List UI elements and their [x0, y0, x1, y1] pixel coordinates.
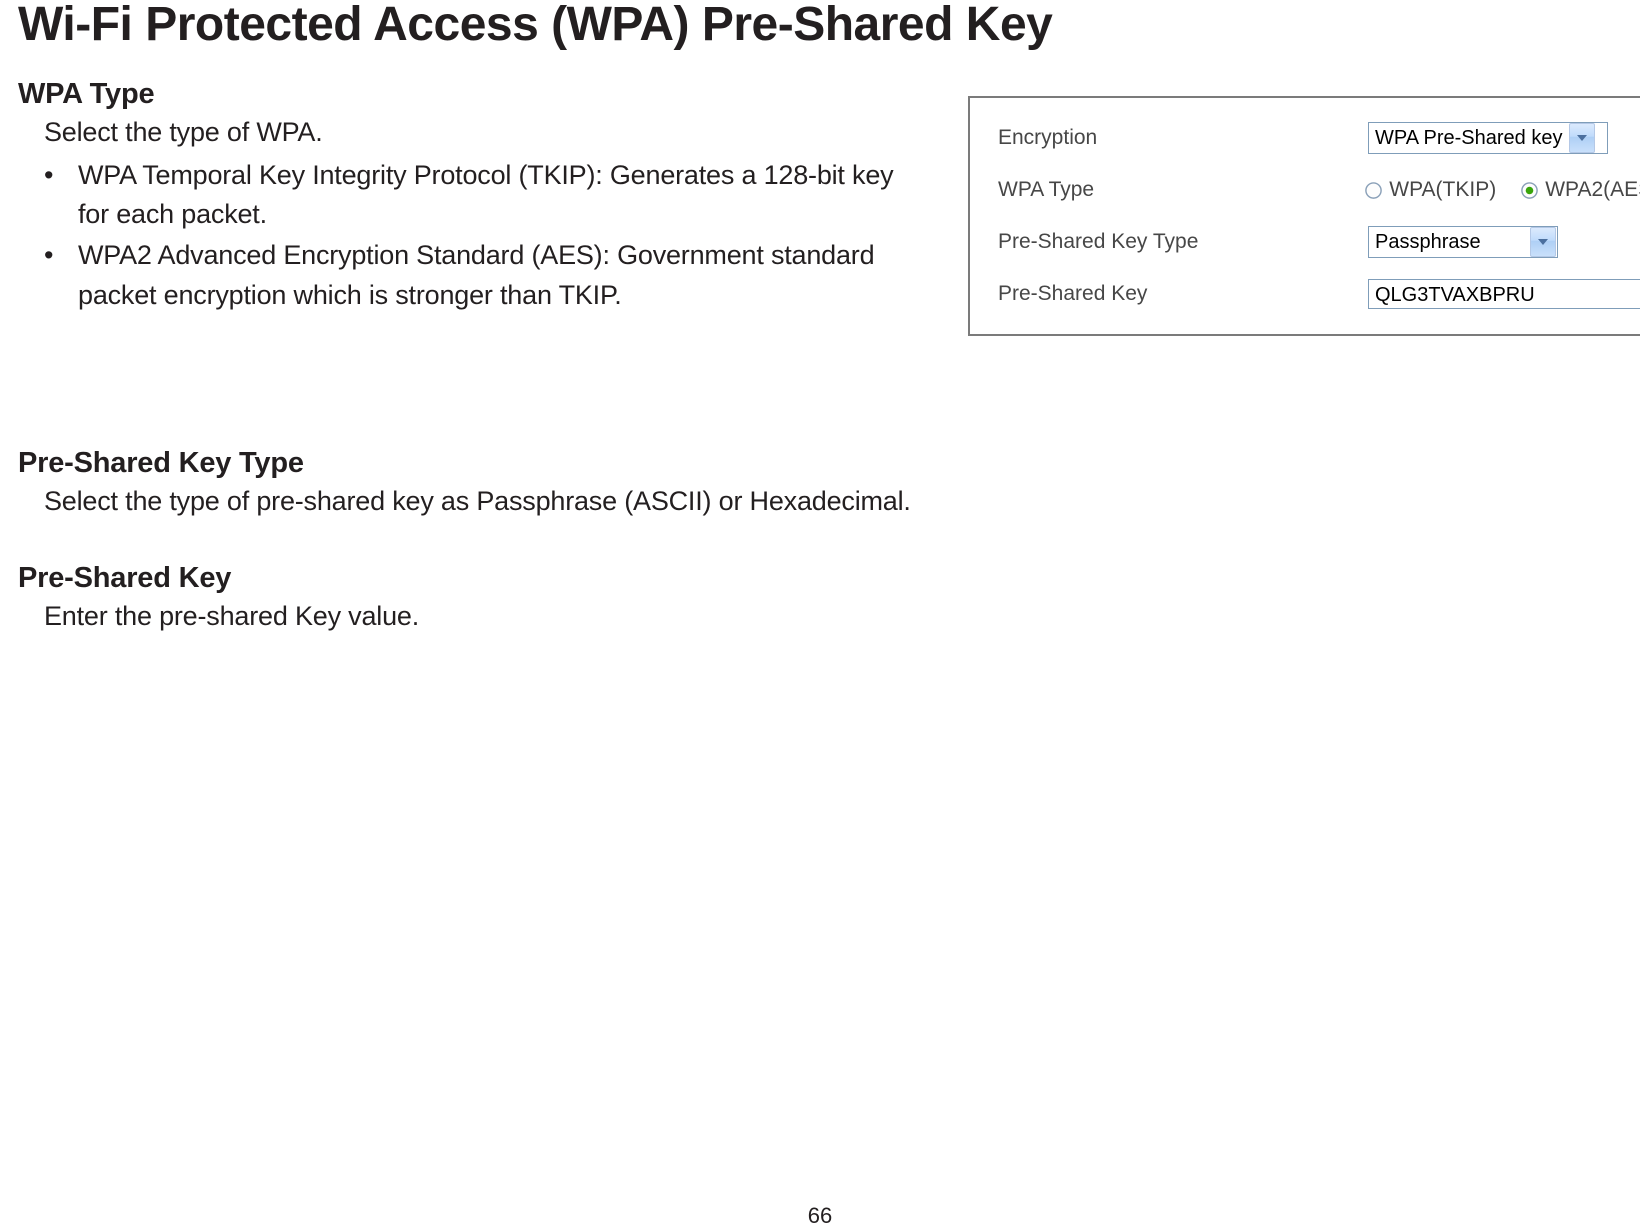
chevron-down-icon — [1569, 123, 1595, 153]
heading-psk: Pre-Shared Key — [18, 562, 1578, 595]
radio-label: WPA2(AES) — [1545, 178, 1640, 202]
radio-group-wpa-type: WPA(TKIP) WPA2(AES) WPA2 Mixed — [1364, 178, 1640, 202]
radio-wpa2-aes[interactable]: WPA2(AES) — [1520, 178, 1640, 202]
row-psk-type: Pre-Shared Key Type Passphrase — [970, 216, 1640, 268]
wpa-type-bullet-tkip: WPA Temporal Key Integrity Protocol (TKI… — [44, 156, 898, 234]
psk-type-body: Select the type of pre-shared key as Pas… — [18, 482, 1578, 521]
settings-panel: Encryption WPA Pre-Shared key WPA Type — [968, 96, 1640, 336]
input-psk[interactable]: QLG3TVAXBPRU — [1368, 279, 1640, 309]
radio-icon — [1520, 181, 1539, 200]
row-wpa-type: WPA Type WPA(TKIP) WPA2(AES) — [970, 164, 1640, 216]
wpa-type-intro: Select the type of WPA. — [18, 113, 898, 152]
heading-psk-type: Pre-Shared Key Type — [18, 447, 1578, 480]
page-title: Wi-Fi Protected Access (WPA) Pre-Shared … — [0, 0, 1640, 50]
chevron-down-icon — [1530, 227, 1556, 257]
heading-wpa-type: WPA Type — [18, 78, 898, 111]
select-psk-type-value: Passphrase — [1375, 231, 1529, 254]
radio-wpa-tkip[interactable]: WPA(TKIP) — [1364, 178, 1496, 202]
wpa-type-bullet-aes: WPA2 Advanced Encryption Standard (AES):… — [44, 236, 898, 314]
label-psk: Pre-Shared Key — [970, 282, 1368, 306]
radio-label: WPA(TKIP) — [1389, 178, 1496, 202]
psk-body: Enter the pre-shared Key value. — [18, 597, 1578, 636]
label-psk-type: Pre-Shared Key Type — [970, 230, 1368, 254]
label-wpa-type: WPA Type — [970, 178, 1364, 202]
label-encryption: Encryption — [970, 126, 1368, 150]
select-encryption-value: WPA Pre-Shared key — [1375, 127, 1568, 150]
select-psk-type[interactable]: Passphrase — [1368, 226, 1558, 258]
row-psk: Pre-Shared Key QLG3TVAXBPRU — [970, 268, 1640, 320]
row-encryption: Encryption WPA Pre-Shared key — [970, 112, 1640, 164]
page-number: 66 — [0, 1203, 1640, 1229]
select-encryption[interactable]: WPA Pre-Shared key — [1368, 122, 1608, 154]
radio-icon — [1364, 181, 1383, 200]
